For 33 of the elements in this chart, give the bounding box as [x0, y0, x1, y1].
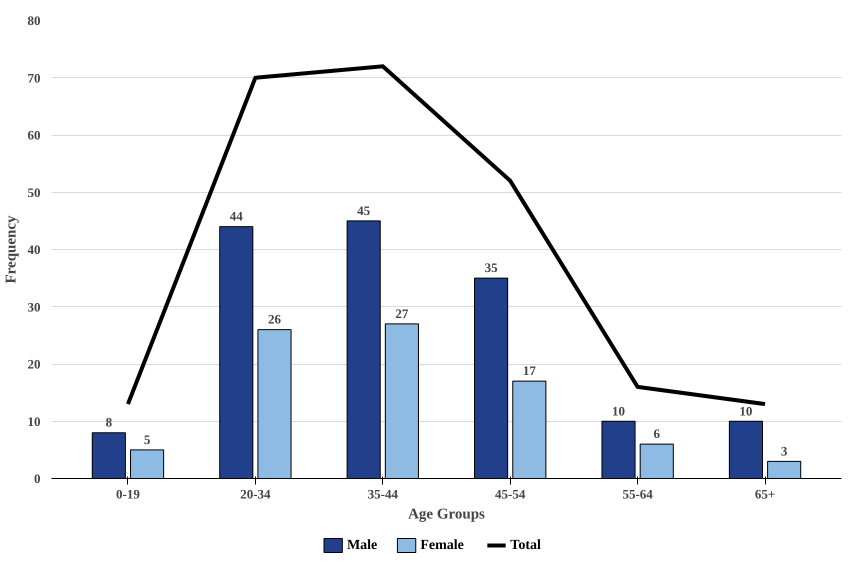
- x-tick-label: 0-19: [116, 486, 140, 502]
- y-tick-label: 80: [28, 13, 40, 28]
- y-tick-label: 0: [34, 471, 40, 486]
- x-tick-label: 35-44: [368, 486, 398, 502]
- y-axis-title: Frequency: [4, 214, 20, 284]
- data-label: 35: [484, 260, 498, 276]
- y-tick-label: 30: [28, 299, 40, 314]
- data-label: 5: [144, 432, 151, 447]
- x-tick-label: 65+: [754, 486, 776, 502]
- y-tick-label: 70: [28, 70, 40, 86]
- x-tick-label: 20-34: [240, 486, 272, 502]
- legend-label: Female: [420, 538, 464, 553]
- data-label: 45: [357, 202, 371, 218]
- data-label: 3: [780, 443, 788, 458]
- legend-label: Total: [510, 538, 541, 553]
- y-tick-label: 60: [28, 128, 40, 142]
- data-label: 27: [395, 306, 409, 321]
- legend-label: Male: [346, 538, 378, 553]
- data-label: 6: [653, 426, 660, 442]
- x-tick-label: 45-54: [495, 486, 526, 502]
- y-tick-label: 20: [28, 356, 40, 372]
- y-tick-label: 50: [28, 184, 40, 200]
- data-label: 10: [612, 403, 626, 418]
- data-label: 44: [230, 208, 244, 224]
- x-tick-label: 55-64: [622, 486, 654, 502]
- data-label: 26: [268, 312, 282, 327]
- line-series: [126, 64, 768, 406]
- data-label: 10: [739, 403, 752, 418]
- x-axis-title: Age Groups: [408, 506, 486, 522]
- y-tick-label: 10: [28, 414, 40, 429]
- data-label: 8: [106, 414, 113, 430]
- y-tick-label: 40: [28, 242, 40, 257]
- data-label: 17: [522, 363, 536, 378]
